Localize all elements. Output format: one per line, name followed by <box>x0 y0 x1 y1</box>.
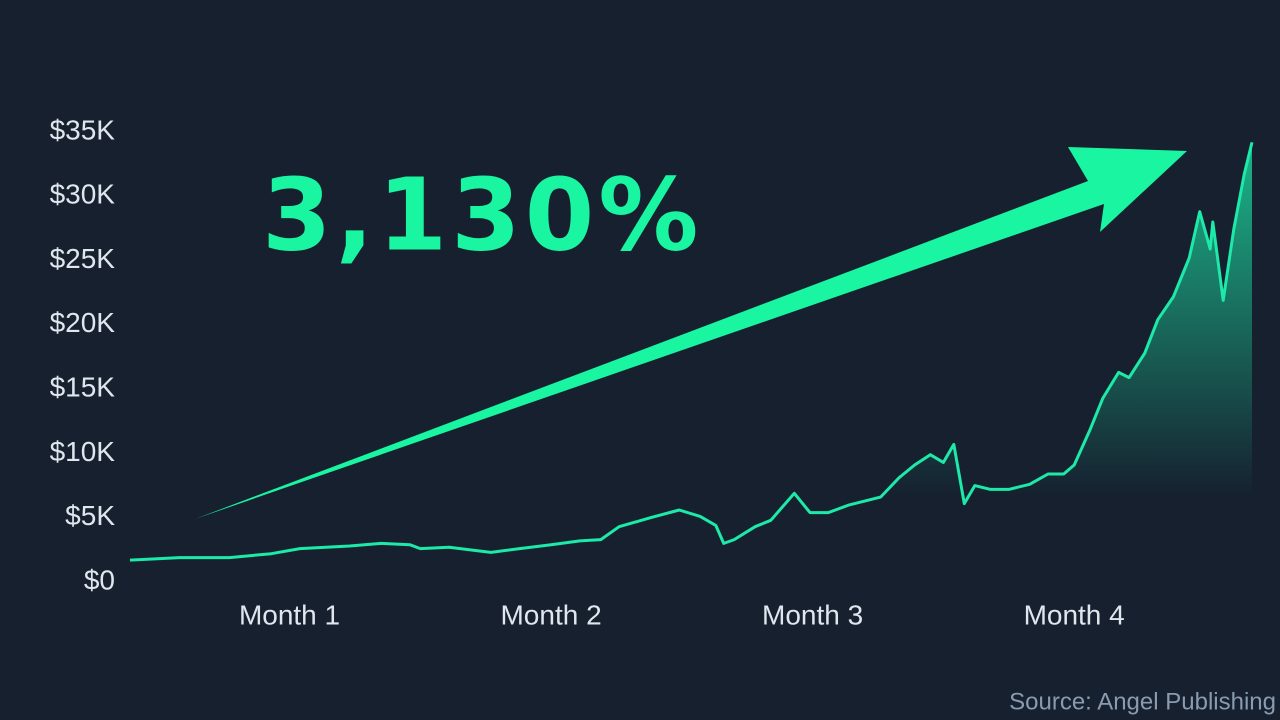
y-tick-label: $5K <box>65 500 115 531</box>
y-tick-label: $15K <box>50 372 116 403</box>
annotation: 3,130% <box>262 156 703 273</box>
y-tick-label: $0 <box>84 564 115 595</box>
growth-arrow <box>195 147 1187 519</box>
y-tick-label: $20K <box>50 307 116 338</box>
y-tick-label: $30K <box>50 179 116 210</box>
x-tick-label: Month 1 <box>239 599 340 630</box>
area <box>130 142 1252 583</box>
x-tick-label: Month 3 <box>762 599 863 630</box>
plot-area <box>129 141 1254 583</box>
x-tick-label: Month 2 <box>500 599 601 630</box>
y-tick-label: $35K <box>50 114 116 145</box>
line <box>129 141 1254 562</box>
y-tick-label: $25K <box>50 243 116 274</box>
source: Source: Angel Publishing <box>1009 688 1276 715</box>
x-tick-label: Month 4 <box>1024 599 1125 630</box>
y-tick-label: $10K <box>50 436 116 467</box>
